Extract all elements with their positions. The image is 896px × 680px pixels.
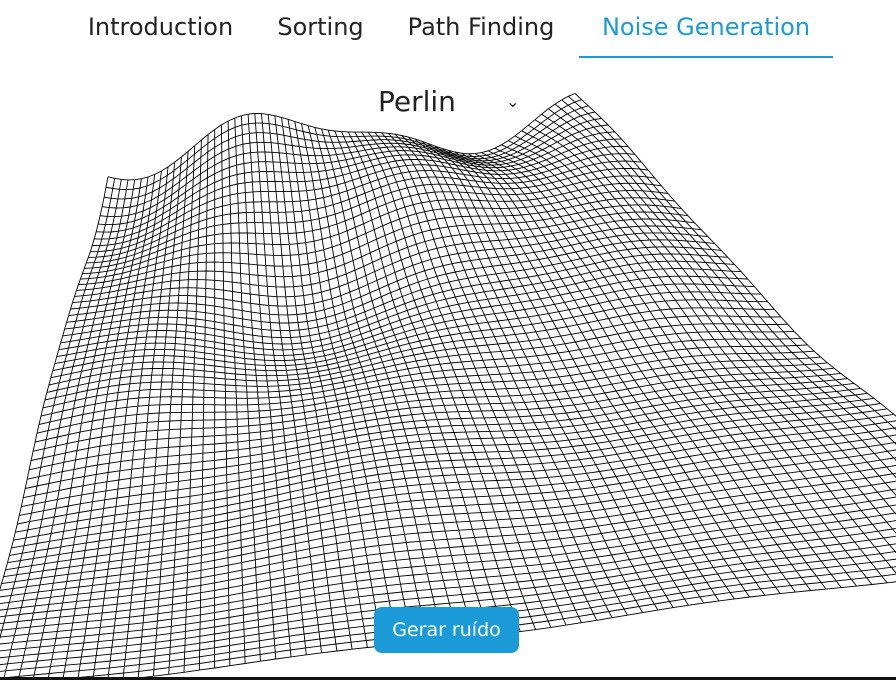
tab-path-finding[interactable]: Path Finding — [407, 13, 555, 41]
chevron-down-icon: ⌄ — [506, 92, 520, 111]
tab-sorting[interactable]: Sorting — [277, 13, 364, 41]
tab-noise-generation[interactable]: Noise Generation — [579, 12, 833, 58]
noise-type-value: Perlin — [378, 85, 456, 118]
bottom-divider — [0, 677, 896, 680]
noise-type-select[interactable]: Perlin ⌄ — [370, 84, 530, 122]
nav-tabs: Introduction Sorting Path Finding Noise … — [0, 0, 896, 64]
mesh-lines — [0, 93, 896, 680]
generate-noise-button[interactable]: Gerar ruído — [374, 607, 519, 653]
tab-introduction[interactable]: Introduction — [87, 13, 234, 41]
